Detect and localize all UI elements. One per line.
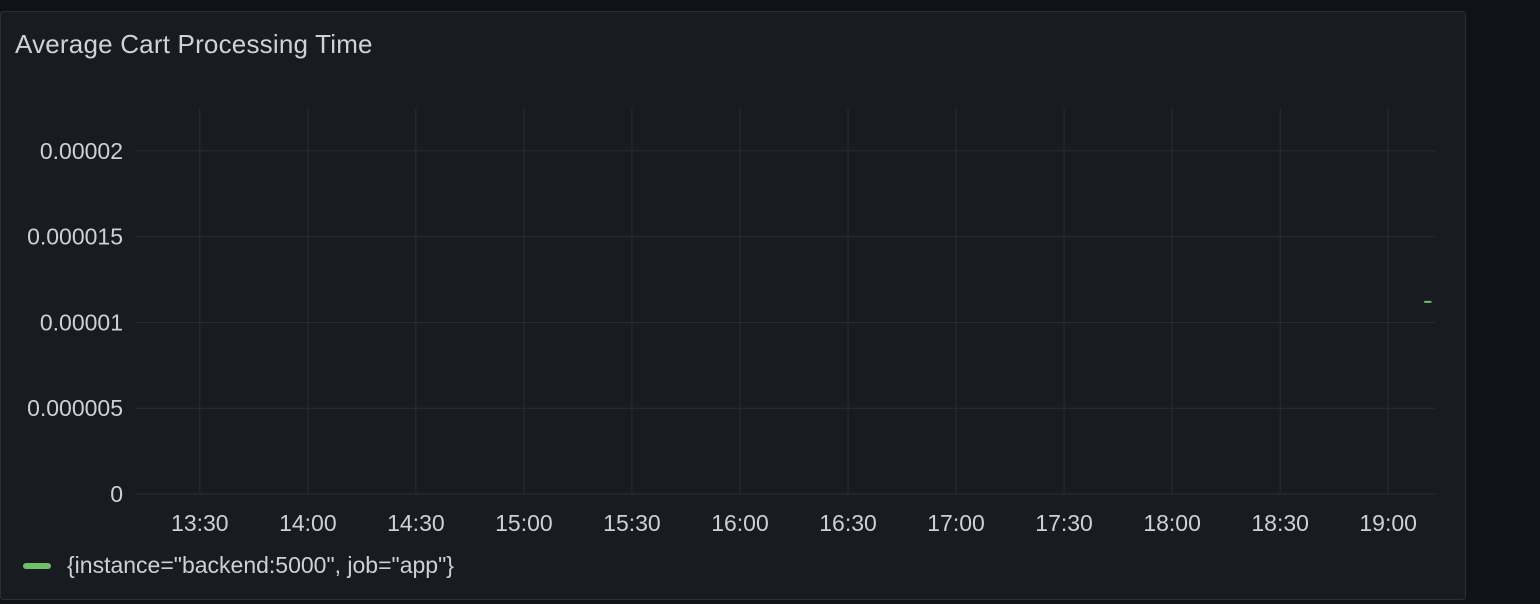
legend[interactable]: {instance="backend:5000", job="app"} <box>23 552 454 579</box>
x-axis-ticks: 13:30 14:00 14:30 15:00 15:30 16:00 16:30 17:00… <box>171 510 1417 536</box>
y-tick-label: 0.000015 <box>27 224 123 250</box>
y-tick-label: 0 <box>110 481 123 507</box>
x-tick-label: 15:30 <box>603 510 661 536</box>
x-tick-label: 13:30 <box>171 510 229 536</box>
chart-panel: Average Cart Processing Time 0 0.000005 0.… <box>0 11 1466 600</box>
x-tick-label: 19:00 <box>1359 510 1417 536</box>
y-tick-label: 0.00002 <box>40 138 123 164</box>
time-series-chart: 0 0.000005 0.00001 0.000015 0.00002 13:30 14:… <box>27 108 1435 536</box>
x-tick-label: 16:30 <box>819 510 877 536</box>
x-tick-label: 14:00 <box>279 510 337 536</box>
x-tick-label: 16:00 <box>711 510 769 536</box>
y-tick-label: 0.000005 <box>27 395 123 421</box>
grid-layer <box>135 108 1435 495</box>
x-tick-label: 18:00 <box>1143 510 1201 536</box>
x-tick-label: 17:00 <box>927 510 985 536</box>
y-axis-ticks: 0 0.000005 0.00001 0.000015 0.00002 <box>27 138 123 507</box>
x-tick-label: 18:30 <box>1251 510 1309 536</box>
legend-label[interactable]: {instance="backend:5000", job="app"} <box>67 552 454 578</box>
legend-swatch <box>23 562 51 569</box>
x-tick-label: 15:00 <box>495 510 553 536</box>
y-tick-label: 0.00001 <box>40 309 123 335</box>
x-tick-label: 14:30 <box>387 510 445 536</box>
panel-title: Average Cart Processing Time <box>15 29 373 59</box>
x-tick-label: 17:30 <box>1035 510 1093 536</box>
